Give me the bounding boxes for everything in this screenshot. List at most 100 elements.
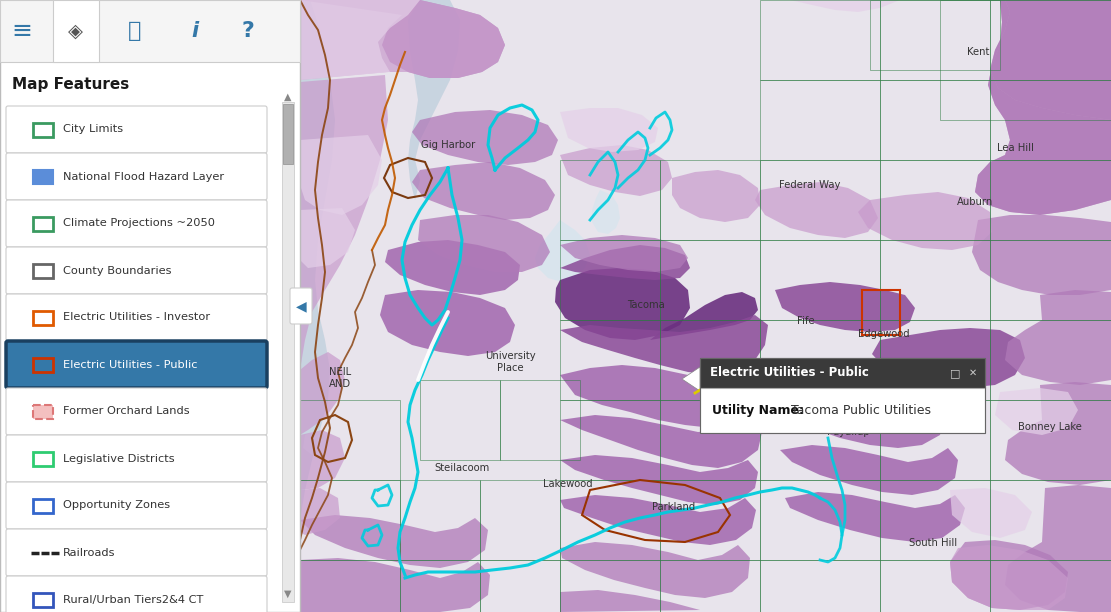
Bar [990,160,1111,240]
Polygon shape [560,415,762,468]
Polygon shape [560,315,768,375]
Bar [760,400,880,480]
Bar [760,480,880,560]
FancyBboxPatch shape [6,529,267,576]
Polygon shape [412,110,558,165]
Polygon shape [1005,290,1111,385]
Bar [660,400,760,480]
Text: National Flood Hazard Layer: National Flood Hazard Layer [63,171,224,182]
Bar [760,0,880,80]
Bar [53,0,99,62]
Text: University
Place: University Place [484,351,536,373]
Text: Bonney Lake: Bonney Lake [1018,422,1082,432]
Text: City Limits: City Limits [63,124,123,135]
Text: i: i [191,21,199,41]
Text: ◀: ◀ [296,299,307,313]
Polygon shape [1005,382,1111,485]
Text: □: □ [950,368,960,378]
Text: Tacoma Public Utilities: Tacoma Public Utilities [787,404,931,417]
Bar [33,592,53,606]
Text: Steilacoom: Steilacoom [434,463,490,473]
Text: Parkland: Parkland [652,502,695,512]
Polygon shape [592,190,620,234]
Bar [700,388,985,433]
Polygon shape [858,192,992,250]
Bar [880,560,990,612]
Bar [33,405,53,419]
Text: Edgewood: Edgewood [858,329,910,339]
Bar [283,104,293,164]
Text: Utility Name:: Utility Name: [712,404,804,417]
Polygon shape [775,385,945,448]
Bar [560,400,660,480]
Bar [760,320,880,400]
Bar [940,0,1111,120]
Polygon shape [650,292,758,340]
FancyBboxPatch shape [6,247,267,294]
Polygon shape [300,430,346,490]
Bar [33,499,53,512]
Bar [300,560,400,612]
Text: Gig Harbor: Gig Harbor [421,140,476,150]
Bar [660,240,760,320]
Bar [420,380,500,460]
Bar [880,480,990,560]
Bar [880,80,990,160]
Polygon shape [300,515,488,568]
Bar [760,160,880,240]
Polygon shape [300,0,506,78]
Text: Tacoma: Tacoma [627,300,664,310]
FancyBboxPatch shape [6,388,267,435]
Polygon shape [560,455,758,505]
Text: ≡: ≡ [11,19,32,43]
Polygon shape [872,328,1025,388]
Polygon shape [300,0,336,520]
FancyBboxPatch shape [6,576,267,612]
Polygon shape [950,488,1032,538]
Bar [33,452,53,466]
Bar [990,400,1111,480]
Polygon shape [775,282,915,332]
Polygon shape [408,0,460,200]
Text: ⬧: ⬧ [128,21,142,41]
Polygon shape [300,135,382,215]
Bar [300,400,400,480]
Polygon shape [560,590,700,612]
Polygon shape [1005,485,1111,612]
Bar [990,480,1111,560]
Polygon shape [560,495,755,545]
Polygon shape [300,75,388,370]
Text: Electric Utilities - Public: Electric Utilities - Public [710,367,869,379]
Bar [0,0,300,612]
Bar [990,320,1111,400]
Polygon shape [300,208,356,268]
Bar [33,217,53,231]
Text: NEIL
AND: NEIL AND [329,367,351,389]
Bar [880,240,990,320]
Text: ▼: ▼ [284,589,292,599]
Polygon shape [785,492,965,542]
Text: Opportunity Zones: Opportunity Zones [63,501,170,510]
FancyBboxPatch shape [6,294,267,341]
FancyBboxPatch shape [6,106,267,153]
Bar [480,560,560,612]
Bar [560,560,660,612]
Bar [760,240,880,320]
Polygon shape [755,182,878,238]
Bar [33,170,53,184]
Polygon shape [300,488,340,535]
Polygon shape [418,215,550,272]
Polygon shape [300,0,506,80]
Polygon shape [972,215,1111,295]
Bar [560,480,660,560]
Bar [880,160,990,240]
Text: Legislative Districts: Legislative Districts [63,453,174,463]
FancyBboxPatch shape [6,200,267,247]
Bar [480,480,560,560]
FancyBboxPatch shape [6,341,267,388]
Text: Electric Utilities - Public: Electric Utilities - Public [63,359,198,370]
Polygon shape [380,290,516,356]
Bar [300,0,1111,612]
Text: ▲: ▲ [284,92,292,102]
Text: Fife: Fife [798,316,814,326]
